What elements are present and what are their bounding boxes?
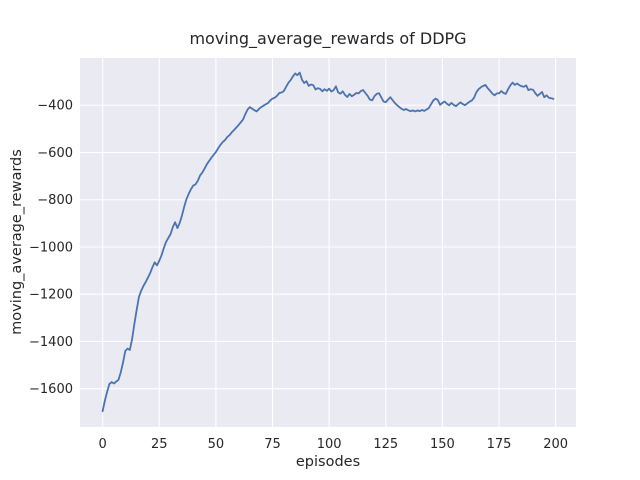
x-tick-label: 125 — [373, 437, 398, 452]
y-tick-label: −1200 — [29, 288, 73, 303]
y-tick-label: −800 — [37, 193, 73, 208]
chart-title: moving_average_rewards of DDPG — [189, 29, 467, 48]
plot-background — [80, 58, 576, 427]
y-tick-label: −1600 — [29, 382, 73, 397]
x-tick-label: 0 — [99, 437, 107, 452]
x-tick-label: 200 — [543, 437, 568, 452]
data-line-moving_average_rewards — [101, 71, 555, 413]
x-tick-label: 25 — [151, 437, 168, 452]
x-axis-label: episodes — [295, 454, 361, 470]
x-tick-label: 175 — [487, 437, 512, 452]
y-tick-label: −1000 — [29, 240, 73, 255]
y-tick-label: −1400 — [29, 335, 73, 350]
x-tick-label: 150 — [430, 437, 455, 452]
x-tick-label: 100 — [317, 437, 342, 452]
x-tick-label: 75 — [264, 437, 281, 452]
x-tick-label: 50 — [208, 437, 225, 452]
y-axis-label: moving_average_rewards — [9, 149, 25, 335]
y-tick-label: −600 — [37, 146, 73, 161]
y-tick-label: −400 — [37, 99, 73, 114]
